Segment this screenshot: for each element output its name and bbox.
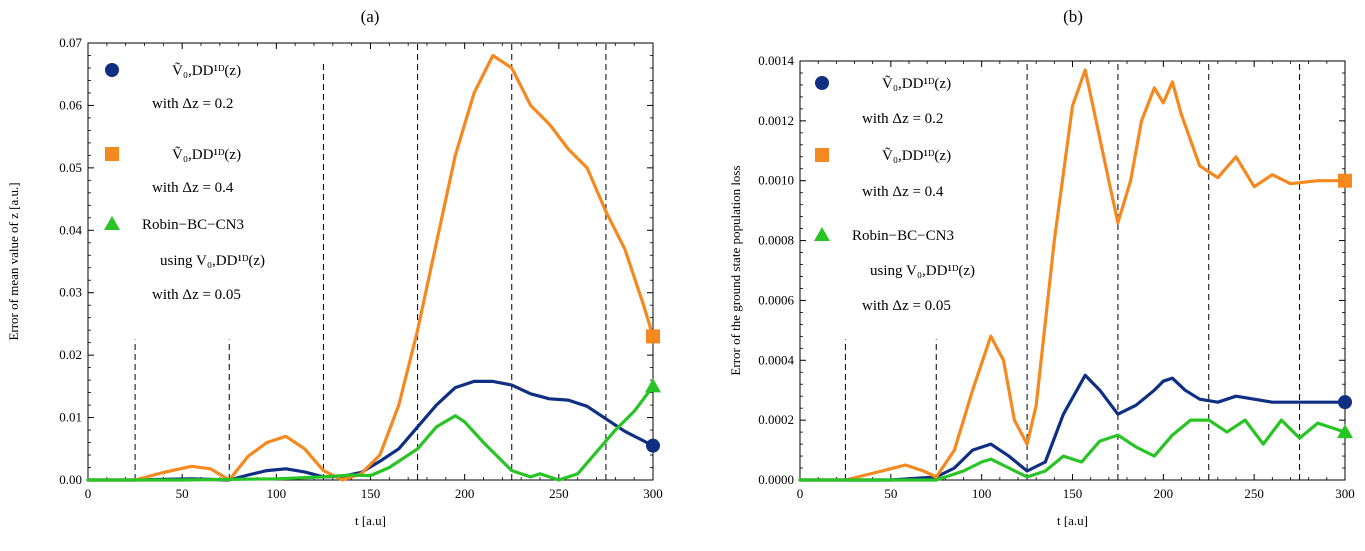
y-tick-label: 0.0006	[758, 292, 794, 307]
x-axis-title: t [a.u]	[355, 513, 386, 528]
legend-entry-text: with Δz = 0.05	[862, 298, 951, 314]
x-tick-label: 150	[361, 486, 381, 501]
series-end-marker-square	[646, 329, 660, 344]
y-tick-label: 0.06	[59, 97, 82, 112]
series-line-triangle	[798, 418, 1347, 482]
series-end-marker-circle	[1338, 395, 1352, 410]
legend-marker-square	[105, 147, 119, 161]
y-tick-label: 0.02	[59, 347, 82, 362]
y-tick-label: 0.03	[59, 285, 82, 300]
y-tick-label: 0.05	[59, 160, 82, 175]
chart-panel-0: (a) 0 50 100 150 200 250 300 0.00 0.01 0.02 0.03 0.0…	[6, 7, 663, 528]
legend-entry-text: Ṽ₀,DD¹ᴰ(z)	[882, 75, 951, 92]
series-line-square	[798, 68, 1347, 482]
x-tick-label: 100	[972, 486, 992, 501]
series-line-circle	[798, 373, 1347, 482]
series-end-marker-circle	[646, 438, 660, 453]
legend-entry-text: with Δz = 0.05	[152, 287, 241, 303]
y-tick-label: 0.01	[59, 410, 82, 425]
legend-entry-text: with Δz = 0.2	[152, 96, 233, 112]
y-tick-label: 0.0002	[758, 412, 794, 427]
y-tick-label: 0.0004	[758, 352, 794, 367]
chart-panel-1: (b) 0 50 100 150 200 250 300 0.0000 0.0002 0.0004 0…	[728, 7, 1355, 528]
legend-marker-circle	[105, 63, 119, 77]
legend-entry-text: using V₀,DD¹ᴰ(z)	[870, 263, 975, 279]
panel-label: (b)	[1063, 7, 1083, 26]
x-axis-title: t [a.u]	[1057, 513, 1088, 528]
legend-marker-triangle	[104, 216, 120, 230]
series-end-marker-triangle	[1337, 424, 1353, 439]
y-tick-label: 0.0010	[758, 173, 794, 188]
legend-entry-text: Ṽ₀,DD¹ᴰ(z)	[882, 147, 951, 164]
x-tick-label: 100	[267, 486, 287, 501]
legend-entry-text: Robin−BC−CN3	[142, 217, 244, 233]
x-tick-label: 250	[549, 486, 569, 501]
legend: Ṽ₀,DD¹ᴰ(z) with Δz = 0.2 Ṽ₀,DD¹ᴰ(z) with Δz…	[104, 62, 265, 303]
series-line-triangle	[86, 384, 655, 482]
y-tick-label: 0.0014	[758, 53, 794, 68]
y-tick-label: 0.0008	[758, 233, 794, 248]
x-tick-label: 0	[85, 486, 92, 501]
series-end-marker-square	[1338, 173, 1352, 188]
x-tick-label: 200	[455, 486, 475, 501]
y-tick-label: 0.0000	[758, 472, 794, 487]
legend-entry-text: Robin−BC−CN3	[852, 228, 954, 244]
series-end-marker-triangle	[645, 378, 661, 393]
x-tick-label: 300	[1335, 486, 1355, 501]
y-tick-label: 0.0012	[758, 113, 794, 128]
panel-label: (a)	[361, 7, 380, 26]
y-axis-title: Error of the ground state population los…	[728, 165, 743, 375]
y-axis-title: Error of mean value of z [a.u.]	[6, 182, 21, 340]
x-tick-label: 250	[1244, 486, 1264, 501]
legend: Ṽ₀,DD¹ᴰ(z) with Δz = 0.2 Ṽ₀,DD¹ᴰ(z) with Δz…	[814, 75, 975, 314]
y-tick-label: 0.00	[59, 472, 82, 487]
legend-entry-text: Ṽ₀,DD¹ᴰ(z)	[172, 146, 241, 163]
x-tick-label: 0	[797, 486, 804, 501]
legend-entry-text: with Δz = 0.4	[152, 180, 234, 196]
x-tick-label: 150	[1063, 486, 1083, 501]
x-tick-label: 50	[176, 486, 189, 501]
legend-marker-triangle	[814, 227, 830, 241]
series-line-square	[86, 53, 655, 482]
y-tick-label: 0.04	[59, 222, 82, 237]
legend-marker-circle	[815, 76, 829, 90]
legend-entry-text: with Δz = 0.2	[862, 111, 943, 127]
legend-entry-text: Ṽ₀,DD¹ᴰ(z)	[172, 62, 241, 79]
legend-entry-text: with Δz = 0.4	[862, 184, 944, 200]
x-tick-label: 200	[1154, 486, 1174, 501]
y-tick-label: 0.07	[59, 35, 82, 50]
legend-entry-text: using V₀,DD¹ᴰ(z)	[160, 253, 265, 269]
x-tick-label: 300	[643, 486, 663, 501]
x-tick-label: 50	[884, 486, 897, 501]
legend-marker-square	[815, 148, 829, 162]
